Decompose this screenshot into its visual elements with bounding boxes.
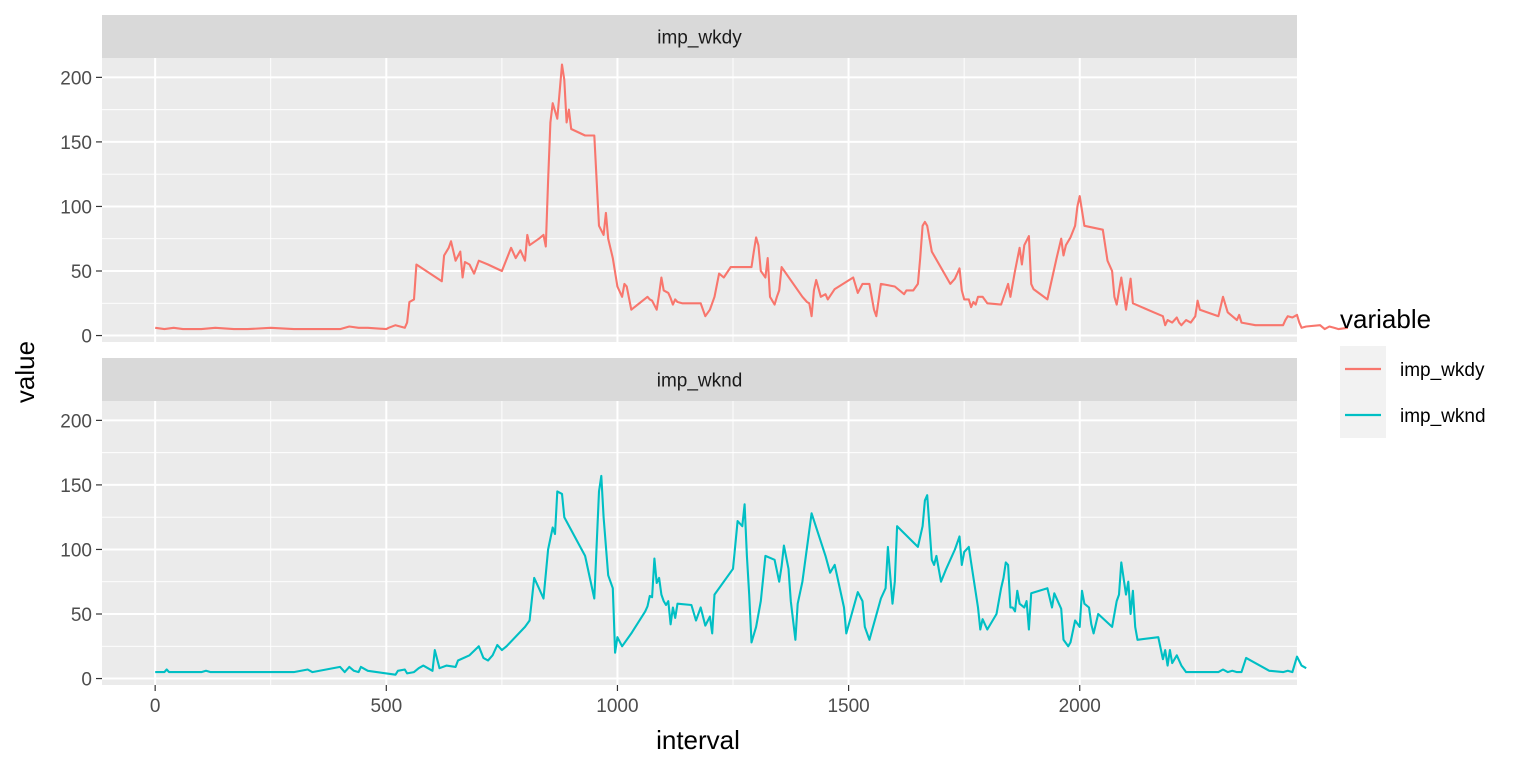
y-tick-label: 50: [71, 605, 92, 626]
legend-label-imp-wkdy: imp_wkdy: [1400, 360, 1485, 381]
x-tick-label: 1500: [827, 696, 869, 717]
x-tick-label: 2000: [1059, 696, 1101, 717]
x-tick-label: 0: [150, 696, 161, 717]
y-tick-label: 0: [81, 327, 92, 348]
y-tick-label: 50: [71, 262, 92, 283]
panel-background: [102, 58, 1297, 342]
facet-strip-label: imp_wkdy: [657, 28, 742, 49]
panel-imp_wkdy: imp_wkdy 0 50 100 150 200: [60, 15, 1349, 348]
legend: variable imp_wkdy imp_wknd: [1340, 304, 1486, 438]
y-axis-title: value: [10, 341, 40, 403]
legend-key-background: [1340, 346, 1386, 438]
series-line-imp_wknd: [155, 474, 1307, 676]
x-tick-label: 500: [370, 696, 402, 717]
y-tick-label: 0: [81, 670, 92, 691]
y-tick-label: 200: [60, 68, 92, 89]
legend-label-imp-wknd: imp_wknd: [1400, 406, 1486, 427]
series-line-imp_wkdy: [155, 63, 1349, 331]
x-tick-label: 1000: [596, 696, 638, 717]
x-axis: 0 500 1000 1500 2000: [150, 685, 1101, 717]
y-tick-label: 150: [60, 476, 92, 497]
y-tick-label: 200: [60, 411, 92, 432]
facet-strip-background: [102, 15, 1297, 58]
panels-group: imp_wkdy 0 50 100 150 200 imp_wknd 0 50 100 150 200: [60, 15, 1349, 691]
x-axis-title: interval: [656, 725, 740, 755]
panel-background: [102, 401, 1297, 685]
panel-imp_wknd: imp_wknd 0 50 100 150 200: [60, 358, 1307, 691]
y-tick-label: 100: [60, 197, 92, 218]
facet-strip-background: [102, 358, 1297, 401]
legend-title: variable: [1340, 304, 1431, 334]
y-tick-label: 150: [60, 133, 92, 154]
facet-strip-label: imp_wknd: [657, 371, 743, 392]
y-tick-label: 100: [60, 540, 92, 561]
